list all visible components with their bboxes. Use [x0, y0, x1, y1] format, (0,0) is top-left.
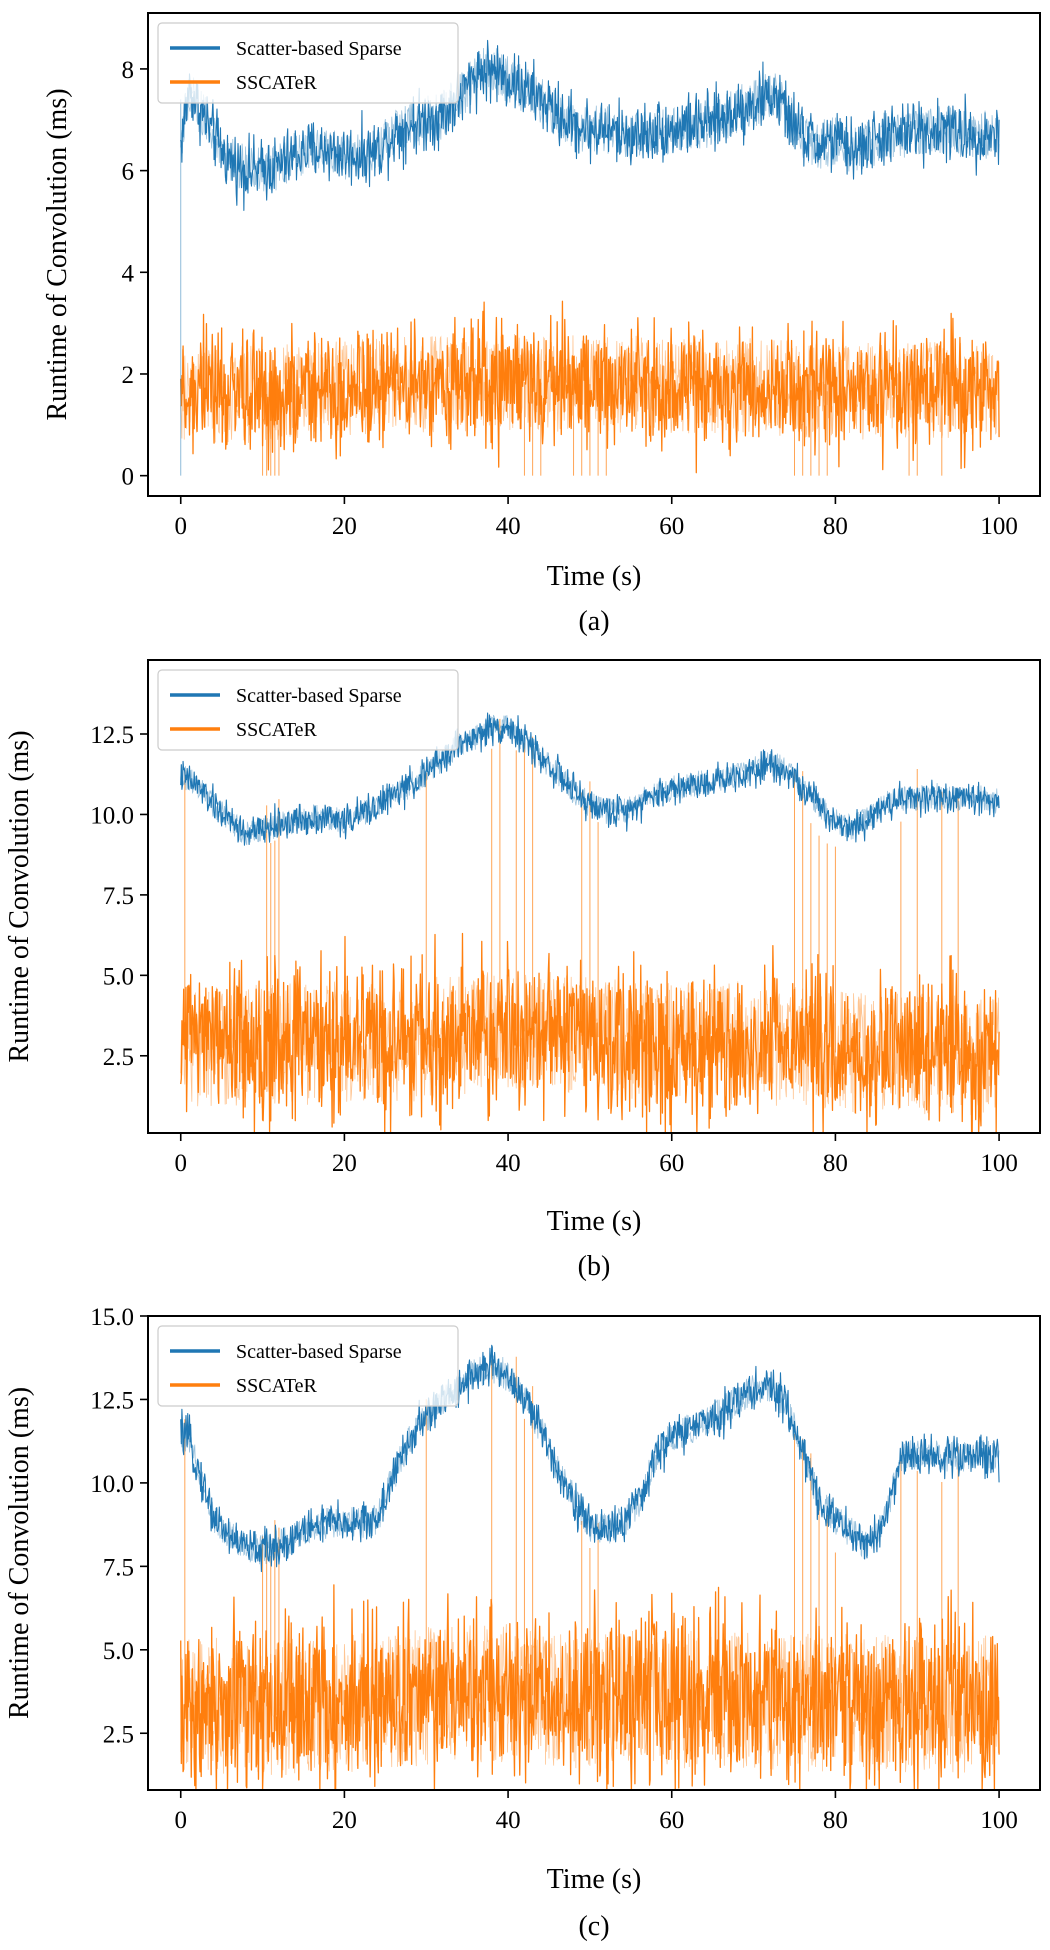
- x-tick-label: 100: [980, 1150, 1018, 1177]
- legend-label-0: Scatter-based Sparse: [236, 1341, 402, 1363]
- x-tick-label: 40: [496, 1150, 521, 1177]
- legend-box: [157, 1325, 459, 1407]
- y-tick-label: 10.0: [90, 1471, 134, 1498]
- y-tick-label: 7.5: [103, 1554, 134, 1581]
- legend-label-1: SSCATeR: [236, 1375, 318, 1397]
- y-axis-label: Runtime of Convolution (ms): [42, 88, 73, 420]
- y-tick-label: 10.0: [90, 802, 134, 829]
- x-tick-label: 0: [174, 513, 187, 540]
- axes-frame: [147, 1315, 1041, 1791]
- y-tick-label: 12.5: [90, 1387, 134, 1414]
- legend-label-0: Scatter-based Sparse: [236, 685, 402, 707]
- chart-caption: (b): [578, 1251, 611, 1282]
- y-tick-label: 0: [122, 464, 135, 491]
- y-tick-label: 5.0: [103, 1638, 134, 1665]
- x-tick-label: 0: [174, 1807, 187, 1834]
- chart-caption: (a): [578, 606, 609, 637]
- legend-label-0: Scatter-based Sparse: [236, 38, 402, 60]
- x-axis-label: Time (s): [547, 561, 642, 592]
- x-tick-label: 20: [332, 513, 357, 540]
- y-tick-label: 15.0: [90, 1304, 134, 1331]
- x-axis-label: Time (s): [547, 1864, 642, 1895]
- series-band-1: [180, 1624, 1000, 1776]
- chart-caption: (c): [578, 1911, 609, 1942]
- y-tick-label: 7.5: [103, 883, 134, 910]
- legend: Scatter-based Sparse SSCATeR: [157, 1325, 459, 1407]
- chart-panel-b: 0 20 40 60 80 100 2.5 5.0 7.5 10.0 12.5 Time (s) Run…: [4, 659, 1041, 1282]
- y-tick-label: 12.5: [90, 722, 134, 749]
- y-tick-label: 4: [122, 260, 135, 287]
- y-tick-label: 2.5: [103, 1044, 134, 1071]
- series-band-0: [180, 714, 1000, 846]
- x-tick-label: 20: [332, 1150, 357, 1177]
- x-tick-label: 60: [659, 1150, 684, 1177]
- series-line-0: [180, 712, 1000, 846]
- legend-label-1: SSCATeR: [236, 72, 318, 94]
- series-band-0: [180, 47, 1000, 192]
- series-line-0: [180, 39, 1000, 211]
- plot-area: [180, 1344, 1000, 1790]
- x-tick-label: 40: [496, 1807, 521, 1834]
- x-tick-label: 80: [823, 1807, 848, 1834]
- axes-frame: [147, 659, 1041, 1134]
- legend-box: [157, 669, 459, 751]
- y-tick-label: 5.0: [103, 963, 134, 990]
- chart-panel-a: 0 20 40 60 80 100 0 2 4 6 8 Time (s) Runtime of Conv…: [42, 12, 1041, 637]
- legend-box: [157, 22, 459, 104]
- axes-frame: [147, 12, 1041, 497]
- x-tick-label: 0: [174, 1150, 187, 1177]
- series-band-0: [180, 1355, 1000, 1565]
- x-tick-label: 100: [980, 1807, 1018, 1834]
- x-tick-label: 80: [823, 1150, 848, 1177]
- x-tick-label: 40: [496, 513, 521, 540]
- y-tick-label: 6: [122, 159, 135, 186]
- plot-area: [180, 39, 1000, 476]
- legend: Scatter-based Sparse SSCATeR: [157, 669, 459, 751]
- y-tick-label: 2: [122, 362, 135, 389]
- y-axis-label: Runtime of Convolution (ms): [4, 730, 35, 1062]
- x-axis-label: Time (s): [547, 1206, 642, 1237]
- chart-panel-c: 0 20 40 60 80 100 2.5 5.0 7.5 10.0 12.5 15.0 Time (s…: [4, 1304, 1041, 1942]
- y-axis-label: Runtime of Convolution (ms): [4, 1387, 35, 1719]
- series-line-1: [180, 1584, 1000, 1790]
- plot-area: [180, 712, 1000, 1133]
- series-line-0: [180, 1344, 1000, 1573]
- y-tick-label: 8: [122, 57, 135, 84]
- x-tick-label: 100: [980, 513, 1018, 540]
- y-tick-label: 2.5: [103, 1721, 134, 1748]
- x-tick-label: 20: [332, 1807, 357, 1834]
- legend-label-1: SSCATeR: [236, 719, 318, 741]
- x-tick-label: 60: [659, 513, 684, 540]
- x-tick-label: 60: [659, 1807, 684, 1834]
- x-tick-label: 80: [823, 513, 848, 540]
- legend: Scatter-based Sparse SSCATeR: [157, 22, 459, 104]
